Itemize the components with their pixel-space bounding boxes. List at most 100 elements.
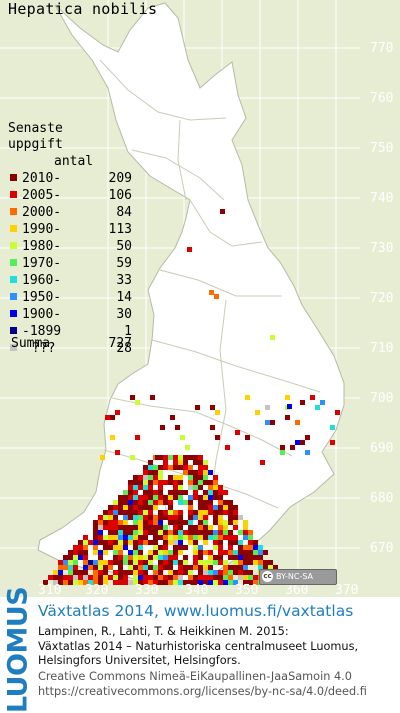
occurrence-square (198, 455, 203, 460)
occurrence-square (238, 515, 243, 520)
occurrence-square (168, 500, 173, 505)
occurrence-square (213, 520, 218, 525)
species-title: Hepatica nobilis (8, 0, 158, 18)
occurrence-square (148, 485, 153, 490)
occurrence-square (188, 485, 193, 490)
occurrence-square (218, 535, 223, 540)
occurrence-square (133, 490, 138, 495)
atlas-title-link[interactable]: Växtatlas 2014, www.luomus.fi/vaxtatlas (38, 602, 354, 620)
occurrence-square (158, 565, 163, 570)
occurrence-square (173, 490, 178, 495)
legend-count: 84 (116, 205, 132, 220)
occurrence-square (130, 395, 135, 400)
occurrence-square (163, 545, 168, 550)
occurrence-square (178, 550, 183, 555)
occurrence-square (113, 515, 118, 520)
occurrence-square (78, 580, 83, 585)
occurrence-square (198, 485, 203, 490)
occurrence-square (218, 510, 223, 515)
occurrence-square (148, 515, 153, 520)
occurrence-square (93, 545, 98, 550)
occurrence-square (128, 570, 133, 575)
occurrence-square (223, 520, 228, 525)
occurrence-square (168, 530, 173, 535)
occurrence-square (193, 460, 198, 465)
occurrence-square (138, 550, 143, 555)
occurrence-square (123, 525, 128, 530)
occurrence-square (128, 525, 133, 530)
occurrence-square (243, 530, 248, 535)
occurrence-square (123, 500, 128, 505)
occurrence-square (178, 535, 183, 540)
occurrence-square (163, 510, 168, 515)
occurrence-square (228, 555, 233, 560)
occurrence-square (218, 575, 223, 580)
occurrence-square (98, 555, 103, 560)
occurrence-square (158, 535, 163, 540)
occurrence-square (133, 525, 138, 530)
occurrence-square (83, 555, 88, 560)
occurrence-square (208, 575, 213, 580)
occurrence-square (178, 570, 183, 575)
occurrence-square (133, 540, 138, 545)
occurrence-square (243, 555, 248, 560)
occurrence-square (218, 545, 223, 550)
occurrence-square (143, 580, 148, 585)
occurrence-square (138, 525, 143, 530)
occurrence-square (98, 580, 103, 585)
occurrence-square (123, 510, 128, 515)
occurrence-square (123, 520, 128, 525)
occurrence-square (193, 550, 198, 555)
occurrence-square (153, 530, 158, 535)
occurrence-square (223, 560, 228, 565)
occurrence-square (83, 570, 88, 575)
occurrence-square (148, 460, 153, 465)
occurrence-square (168, 475, 173, 480)
occurrence-square (233, 560, 238, 565)
legend-label: ??? (32, 341, 56, 356)
occurrence-square (218, 570, 223, 575)
occurrence-square (203, 495, 208, 500)
license-line2[interactable]: https://creativecommons.org/licenses/by-… (38, 684, 367, 698)
occurrence-square (223, 575, 228, 580)
occurrence-square (243, 570, 248, 575)
occurrence-square (213, 575, 218, 580)
occurrence-square (160, 425, 165, 430)
occurrence-square (233, 540, 238, 545)
occurrence-square (83, 550, 88, 555)
occurrence-square (113, 550, 118, 555)
occurrence-square (138, 510, 143, 515)
occurrence-square (238, 555, 243, 560)
occurrence-square (138, 485, 143, 490)
occurrence-square (153, 470, 158, 475)
occurrence-square (213, 495, 218, 500)
occurrence-square (168, 575, 173, 580)
occurrence-square (83, 560, 88, 565)
occurrence-square (228, 530, 233, 535)
occurrence-square (218, 555, 223, 560)
occurrence-square (248, 575, 253, 580)
occurrence-square (173, 520, 178, 525)
occurrence-square (143, 520, 148, 525)
occurrence-square (113, 525, 118, 530)
occurrence-square (98, 530, 103, 535)
occurrence-square (173, 545, 178, 550)
occurrence-square (133, 500, 138, 505)
occurrence-square (108, 525, 113, 530)
occurrence-square (173, 570, 178, 575)
occurrence-square (133, 485, 138, 490)
occurrence-square (108, 535, 113, 540)
occurrence-square (203, 510, 208, 515)
occurrence-square (198, 520, 203, 525)
license-badge[interactable]: cc BY-NC-SA (259, 569, 337, 585)
occurrence-square (248, 545, 253, 550)
occurrence-square (198, 510, 203, 515)
occurrence-square (258, 545, 263, 550)
occurrence-square (233, 515, 238, 520)
occurrence-square (203, 570, 208, 575)
occurrence-square (143, 475, 148, 480)
occurrence-square (163, 580, 168, 585)
occurrence-square (163, 565, 168, 570)
occurrence-square (58, 570, 63, 575)
occurrence-square (178, 580, 183, 585)
